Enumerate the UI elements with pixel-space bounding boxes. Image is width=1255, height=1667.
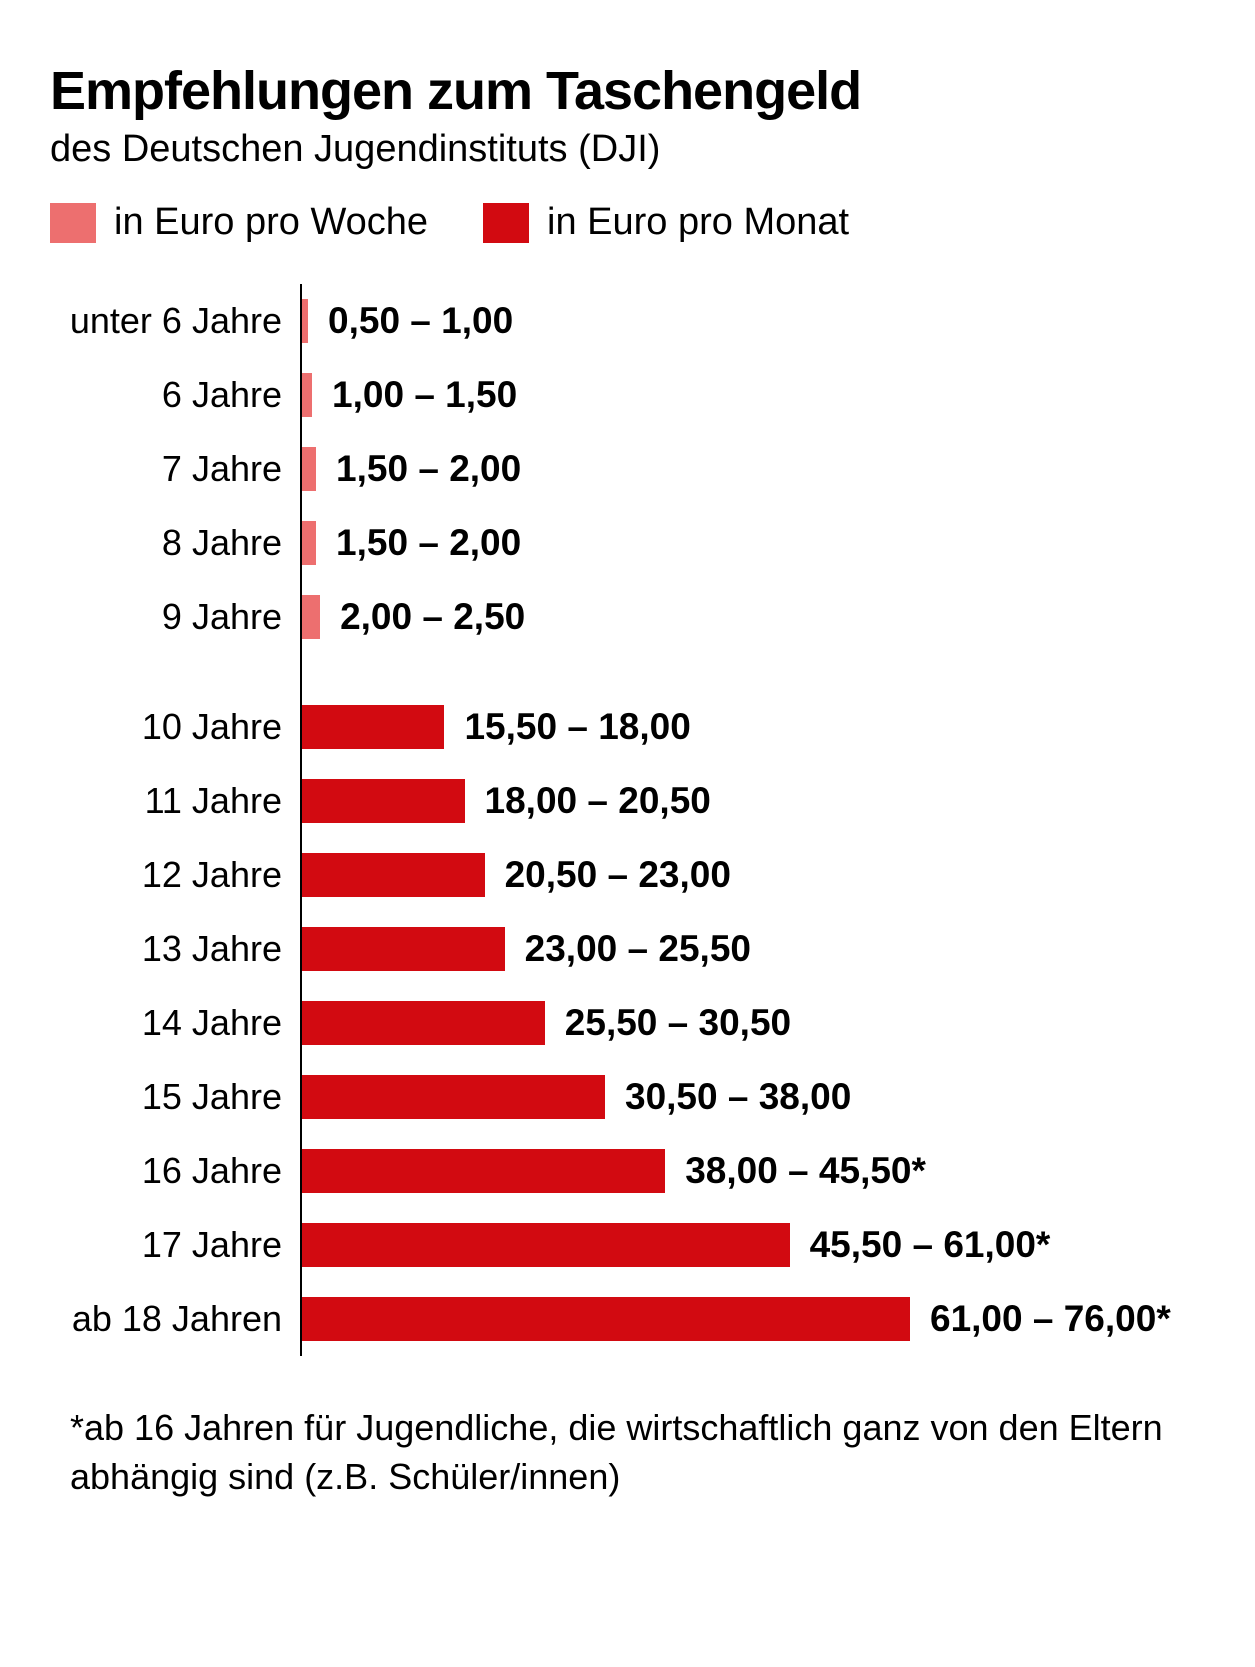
bar-area: 20,50 – 23,00 xyxy=(300,853,1205,897)
bar xyxy=(300,521,316,565)
chart-row: 13 Jahre 23,00 – 25,50 xyxy=(50,912,1205,986)
bar-area: 1,50 – 2,00 xyxy=(300,447,1205,491)
legend-label-month: in Euro pro Monat xyxy=(547,201,849,244)
row-label: 8 Jahre xyxy=(50,522,300,564)
bar-value: 25,50 – 30,50 xyxy=(565,1002,791,1044)
bar xyxy=(300,927,505,971)
bar-value: 1,50 – 2,00 xyxy=(336,448,521,490)
chart-row: 11 Jahre 18,00 – 20,50 xyxy=(50,764,1205,838)
bar-area: 23,00 – 25,50 xyxy=(300,927,1205,971)
bar-value: 2,00 – 2,50 xyxy=(340,596,525,638)
chart-row: 12 Jahre 20,50 – 23,00 xyxy=(50,838,1205,912)
group-gap xyxy=(50,654,1205,690)
row-label: 9 Jahre xyxy=(50,596,300,638)
y-axis xyxy=(300,284,302,1356)
bar-area: 25,50 – 30,50 xyxy=(300,1001,1205,1045)
row-label: 14 Jahre xyxy=(50,1002,300,1044)
bar-area: 45,50 – 61,00* xyxy=(300,1223,1205,1267)
bar-area: 18,00 – 20,50 xyxy=(300,779,1205,823)
bar xyxy=(300,595,320,639)
legend-item-month: in Euro pro Monat xyxy=(483,201,849,244)
legend-swatch-week xyxy=(50,203,96,243)
bar-value: 0,50 – 1,00 xyxy=(328,300,513,342)
chart-title: Empfehlungen zum Taschengeld xyxy=(50,60,1205,122)
legend-label-week: in Euro pro Woche xyxy=(114,201,428,244)
bar xyxy=(300,1075,605,1119)
bar xyxy=(300,1001,545,1045)
row-label: 7 Jahre xyxy=(50,448,300,490)
chart-row: 15 Jahre 30,50 – 38,00 xyxy=(50,1060,1205,1134)
row-label: 15 Jahre xyxy=(50,1076,300,1118)
row-label: 10 Jahre xyxy=(50,706,300,748)
legend: in Euro pro Woche in Euro pro Monat xyxy=(50,201,1205,244)
chart-row: 16 Jahre 38,00 – 45,50* xyxy=(50,1134,1205,1208)
bar xyxy=(300,1223,790,1267)
bar-area: 2,00 – 2,50 xyxy=(300,595,1205,639)
chart-row: 17 Jahre 45,50 – 61,00* xyxy=(50,1208,1205,1282)
row-label: ab 18 Jahren xyxy=(50,1298,300,1340)
bar-value: 30,50 – 38,00 xyxy=(625,1076,851,1118)
chart-row: unter 6 Jahre 0,50 – 1,00 xyxy=(50,284,1205,358)
bar-area: 1,00 – 1,50 xyxy=(300,373,1205,417)
footnote: *ab 16 Jahren für Jugendliche, die wirts… xyxy=(50,1404,1205,1501)
chart-row: 7 Jahre 1,50 – 2,00 xyxy=(50,432,1205,506)
bar-value: 45,50 – 61,00* xyxy=(810,1224,1051,1266)
bar-value: 20,50 – 23,00 xyxy=(505,854,731,896)
row-label: 13 Jahre xyxy=(50,928,300,970)
chart-row: ab 18 Jahren 61,00 – 76,00* xyxy=(50,1282,1205,1356)
page: Empfehlungen zum Taschengeld des Deutsch… xyxy=(0,0,1255,1667)
bar xyxy=(300,447,316,491)
bar xyxy=(300,705,444,749)
legend-item-week: in Euro pro Woche xyxy=(50,201,428,244)
bar xyxy=(300,779,465,823)
bar-area: 1,50 – 2,00 xyxy=(300,521,1205,565)
row-label: 17 Jahre xyxy=(50,1224,300,1266)
chart-row: 10 Jahre 15,50 – 18,00 xyxy=(50,690,1205,764)
chart-subtitle: des Deutschen Jugendinstituts (DJI) xyxy=(50,128,1205,171)
bar xyxy=(300,853,485,897)
legend-swatch-month xyxy=(483,203,529,243)
bar-chart: unter 6 Jahre 0,50 – 1,00 6 Jahre 1,00 – 1,… xyxy=(50,284,1205,1356)
bar-value: 15,50 – 18,00 xyxy=(464,706,690,748)
bar-area: 30,50 – 38,00 xyxy=(300,1075,1205,1119)
row-label: 6 Jahre xyxy=(50,374,300,416)
row-label: 12 Jahre xyxy=(50,854,300,896)
chart-row: 6 Jahre 1,00 – 1,50 xyxy=(50,358,1205,432)
chart-row: 9 Jahre 2,00 – 2,50 xyxy=(50,580,1205,654)
row-label: 11 Jahre xyxy=(50,780,300,822)
bar xyxy=(300,1297,910,1341)
bar-value: 38,00 – 45,50* xyxy=(685,1150,926,1192)
bar xyxy=(300,1149,665,1193)
bar-value: 23,00 – 25,50 xyxy=(525,928,751,970)
chart-row: 14 Jahre 25,50 – 30,50 xyxy=(50,986,1205,1060)
bar-value: 61,00 – 76,00* xyxy=(930,1298,1171,1340)
bar-value: 1,50 – 2,00 xyxy=(336,522,521,564)
row-label: 16 Jahre xyxy=(50,1150,300,1192)
bar-area: 38,00 – 45,50* xyxy=(300,1149,1205,1193)
row-label: unter 6 Jahre xyxy=(50,300,300,342)
bar-value: 1,00 – 1,50 xyxy=(332,374,517,416)
chart-rows: unter 6 Jahre 0,50 – 1,00 6 Jahre 1,00 – 1,… xyxy=(50,284,1205,1356)
chart-row: 8 Jahre 1,50 – 2,00 xyxy=(50,506,1205,580)
bar-area: 0,50 – 1,00 xyxy=(300,299,1205,343)
bar-value: 18,00 – 20,50 xyxy=(485,780,711,822)
bar-area: 15,50 – 18,00 xyxy=(300,705,1205,749)
bar-area: 61,00 – 76,00* xyxy=(300,1297,1205,1341)
